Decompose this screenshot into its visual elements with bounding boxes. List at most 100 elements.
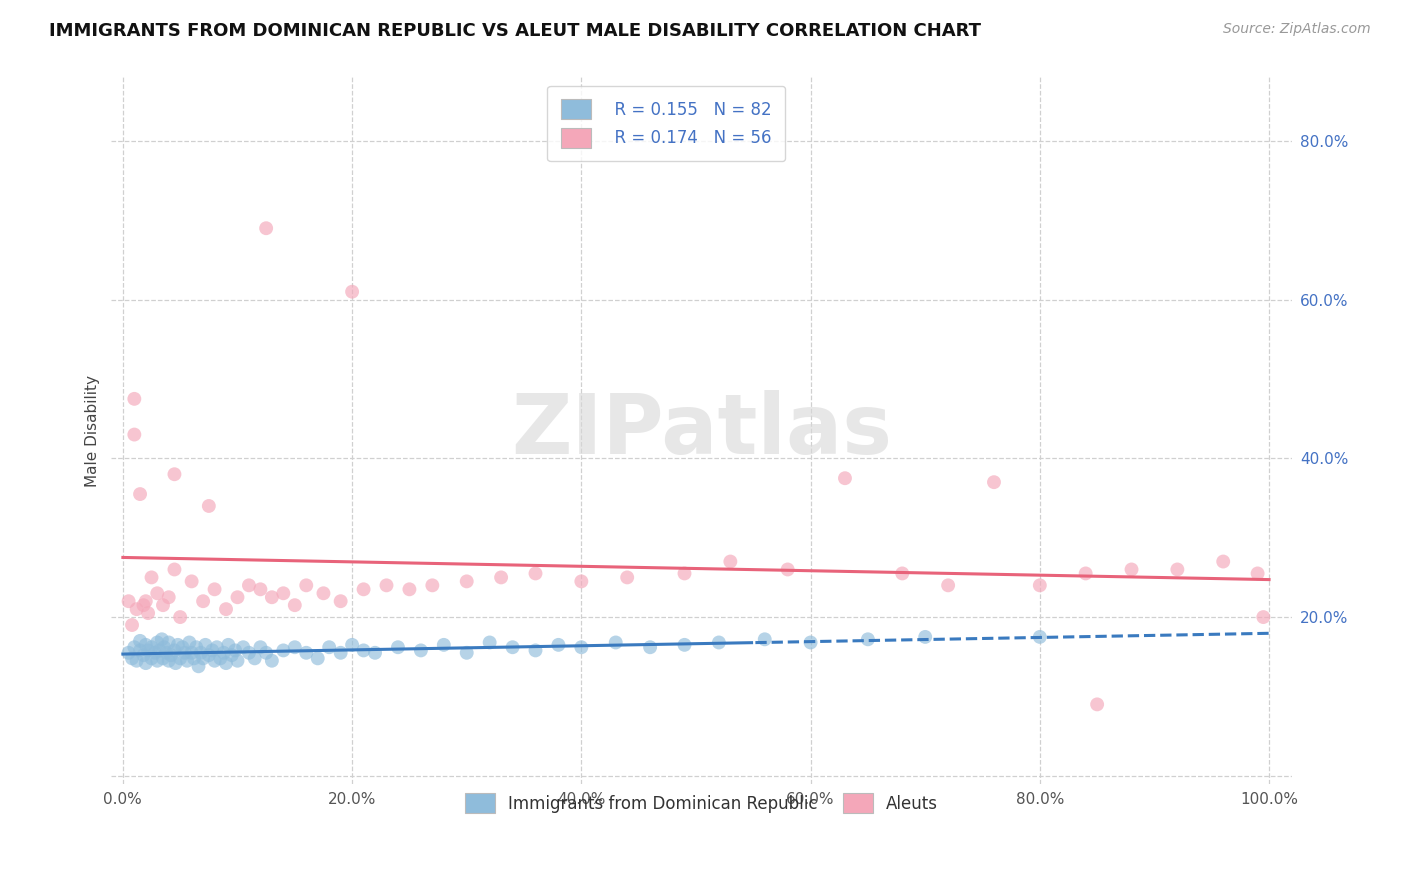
Point [856,632,879,647]
Point [329,646,352,660]
Point [398,582,420,597]
Point [456,574,478,589]
Point [249,582,271,597]
Point [146,654,169,668]
Point [169,610,191,624]
Point [152,598,174,612]
Point [569,640,592,655]
Point [141,651,163,665]
Point [936,578,959,592]
Point [238,646,260,660]
Point [163,643,186,657]
Point [1029,630,1052,644]
Point [141,570,163,584]
Point [191,651,214,665]
Point [254,221,277,235]
Point [776,562,799,576]
Point [1166,562,1188,576]
Point [141,640,163,655]
Point [891,566,914,581]
Point [190,646,212,660]
Point [364,646,387,660]
Point [489,570,512,584]
Point [409,643,432,657]
Point [718,555,741,569]
Point [194,638,217,652]
Point [179,635,201,649]
Point [226,591,249,605]
Point [478,635,501,649]
Point [312,586,335,600]
Point [163,467,186,482]
Point [249,640,271,655]
Point [209,651,232,665]
Point [187,659,209,673]
Point [547,638,569,652]
Point [502,640,524,655]
Point [204,654,226,668]
Point [295,646,318,660]
Point [569,574,592,589]
Point [125,602,148,616]
Point [163,562,186,576]
Point [132,598,155,612]
Point [284,598,307,612]
Point [524,566,547,581]
Point [318,640,340,655]
Point [150,632,173,647]
Point [169,651,191,665]
Point [217,638,239,652]
Point [673,566,696,581]
Point [754,632,776,647]
Point [157,635,180,649]
Point [172,640,194,655]
Point [176,654,198,668]
Text: Source: ZipAtlas.com: Source: ZipAtlas.com [1223,22,1371,37]
Point [121,618,143,632]
Point [148,643,170,657]
Point [616,570,638,584]
Point [456,646,478,660]
Text: ZIPatlas: ZIPatlas [512,390,893,471]
Point [186,640,208,655]
Point [387,640,409,655]
Point [605,635,627,649]
Point [1074,566,1097,581]
Point [673,638,696,652]
Point [135,594,157,608]
Point [191,594,214,608]
Point [204,582,226,597]
Point [212,646,235,660]
Point [157,591,180,605]
Point [834,471,856,485]
Point [433,638,456,652]
Point [420,578,443,592]
Point [125,654,148,668]
Point [353,643,375,657]
Point [152,651,174,665]
Point [183,651,205,665]
Point [983,475,1005,490]
Point [146,586,169,600]
Point [273,586,295,600]
Point [1212,555,1234,569]
Point [284,640,307,655]
Point [800,635,823,649]
Point [124,640,146,655]
Point [124,392,146,406]
Point [129,643,152,657]
Point [167,638,190,652]
Point [307,651,329,665]
Point [254,646,277,660]
Point [198,499,221,513]
Point [707,635,730,649]
Point [198,648,221,662]
Point [165,656,187,670]
Point [273,643,295,657]
Point [260,591,283,605]
Point [238,578,260,592]
Point [121,651,143,665]
Point [215,602,238,616]
Point [340,285,363,299]
Point [1246,566,1268,581]
